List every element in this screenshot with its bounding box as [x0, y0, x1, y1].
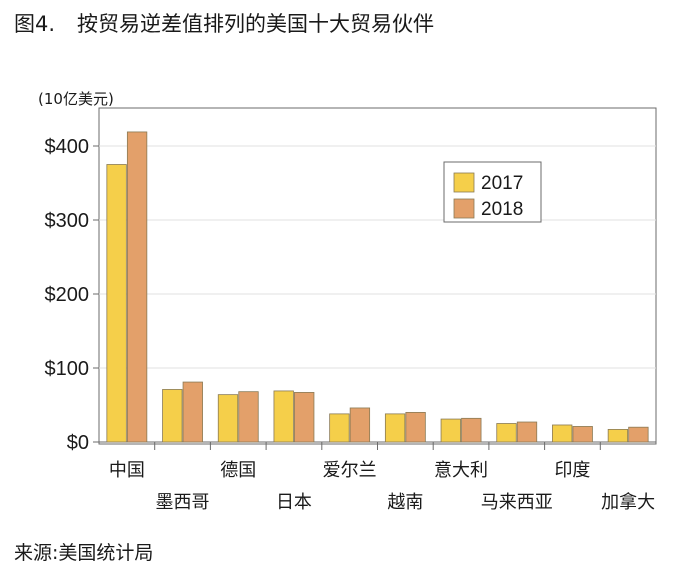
- y-axis-unit-label: (10亿美元): [38, 90, 114, 108]
- bar-2018-2: [182, 381, 203, 443]
- figure-title-text: 按贸易逆差值排列的美国十大贸易伙伴: [77, 12, 435, 36]
- bar-2018-7: [461, 417, 482, 443]
- bar-2017-3: [217, 394, 239, 443]
- legend-label-2018: 2018: [481, 199, 523, 220]
- bar-2017-4: [273, 390, 294, 443]
- figure-title: 图4. 按贸易逆差值排列的美国十大贸易伙伴: [14, 8, 434, 38]
- bar-2017-1: [106, 164, 127, 443]
- bars: [106, 131, 649, 443]
- y-tick-label: $200: [45, 284, 90, 306]
- legend: 2017 2018: [443, 161, 542, 223]
- source-note: 来源:美国统计局: [14, 542, 154, 564]
- x-category-label: 德国: [220, 460, 256, 481]
- x-category-label: 墨西哥: [156, 492, 210, 513]
- bar-2018-8: [516, 421, 538, 443]
- bar-2017-9: [552, 424, 573, 443]
- bar-2018-1: [126, 131, 148, 443]
- legend-label-2017: 2017: [481, 173, 523, 194]
- y-tick-label: $0: [67, 432, 89, 454]
- bar-2017-6: [384, 413, 406, 443]
- x-category-label: 印度: [554, 460, 590, 481]
- bar-2018-10: [628, 426, 649, 443]
- x-category-label: 爱尔兰: [323, 460, 377, 481]
- y-axis: $0 $100 $200 $300 $400: [45, 136, 656, 454]
- y-tick-label: $300: [45, 210, 90, 232]
- bar-2018-4: [294, 392, 315, 443]
- x-category-label: 日本: [276, 492, 312, 513]
- y-tick-label: $400: [45, 136, 90, 158]
- bar-2017-5: [329, 413, 350, 443]
- x-category-label: 意大利: [434, 460, 488, 481]
- bar-2017-7: [440, 418, 461, 443]
- figure-number: 图4.: [14, 12, 56, 36]
- grid-lines: [99, 145, 656, 369]
- bar-2017-10: [607, 429, 629, 443]
- x-category-label: 越南: [387, 492, 423, 513]
- bar-2017-8: [496, 423, 517, 443]
- x-category-label: 马来西亚: [481, 492, 553, 513]
- x-category-label: 加拿大: [601, 491, 655, 513]
- bar-2018-5: [349, 407, 371, 443]
- x-category-label: 中国: [109, 460, 145, 481]
- bar-2018-9: [572, 426, 593, 443]
- bar-2017-2: [162, 389, 183, 443]
- y-tick-label: $100: [45, 358, 90, 380]
- legend-swatch-2017: [453, 172, 475, 193]
- bar-2018-6: [405, 411, 426, 443]
- legend-swatch-2018: [453, 198, 475, 219]
- bar-2018-3: [238, 391, 259, 443]
- plot-area: [98, 107, 657, 445]
